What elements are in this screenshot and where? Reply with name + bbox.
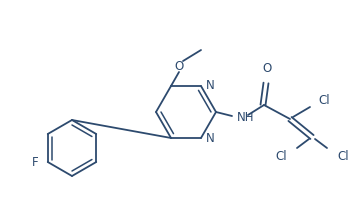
Text: O: O [174,60,183,73]
Text: Cl: Cl [318,93,330,107]
Text: N: N [206,78,215,92]
Text: O: O [262,62,272,75]
Text: NH: NH [237,111,254,123]
Text: Cl: Cl [337,150,349,164]
Text: F: F [32,157,39,169]
Text: N: N [206,133,215,145]
Text: Cl: Cl [276,150,287,164]
